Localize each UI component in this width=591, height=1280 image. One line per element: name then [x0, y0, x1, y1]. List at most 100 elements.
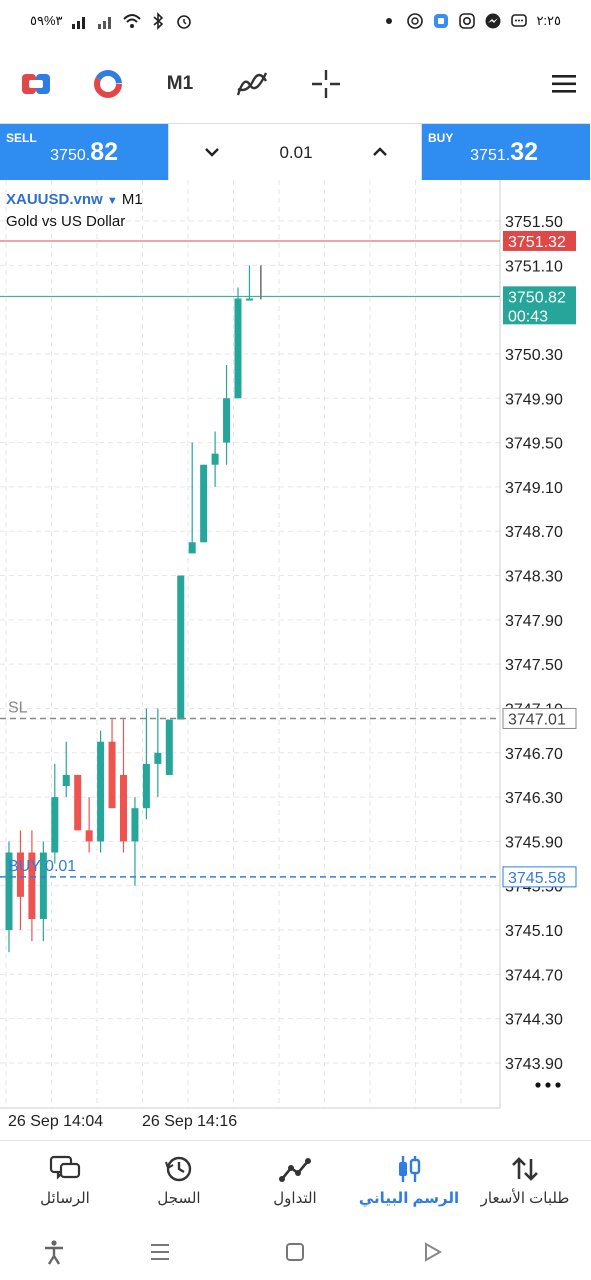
- chevron-down-icon: [205, 148, 219, 157]
- buy-label: BUY: [428, 131, 454, 145]
- price-chart[interactable]: 3751.50 3751.10 3750.30 3749.90 3749.50 3749.…: [0, 180, 591, 1135]
- quotes-icon: [512, 1157, 538, 1181]
- menu-icon: [552, 75, 576, 93]
- candle-bear: [74, 774, 82, 831]
- price-tick-label: 3746.70: [505, 746, 563, 763]
- ask-price-tag: [503, 230, 576, 251]
- candle-bear: [28, 852, 36, 919]
- status-bar: ٣%٥٩ ٢:٢٥: [0, 0, 591, 44]
- one-click-trading-button[interactable]: [18, 66, 54, 102]
- menu-button[interactable]: [547, 66, 581, 102]
- indicators-button[interactable]: [234, 66, 270, 102]
- candle-bear: [85, 830, 93, 842]
- price-tick-label: 3744.30: [505, 1012, 563, 1029]
- nav-trade[interactable]: التداول: [236, 1149, 354, 1213]
- sell-label: SELL: [6, 131, 37, 145]
- sell-price: 3750.82: [50, 138, 118, 166]
- messenger-icon: [485, 13, 501, 29]
- candle-bear: [108, 741, 116, 809]
- clock-text: ٢:٢٥: [536, 13, 561, 28]
- candle-bull: [177, 575, 185, 720]
- chart-type-button[interactable]: [90, 66, 126, 102]
- signal-icon: [71, 17, 85, 29]
- price-tick-label: 3749.10: [505, 480, 563, 497]
- candle-bull: [223, 398, 231, 443]
- one-click-trading-icon: [22, 74, 50, 94]
- chevron-up-icon: [373, 147, 387, 156]
- price-tick-label: 3750.30: [505, 347, 563, 364]
- candle-bull: [97, 741, 105, 842]
- nav-history[interactable]: السجل: [120, 1149, 238, 1213]
- timeframe-button[interactable]: M1: [160, 66, 200, 102]
- crosshair-button[interactable]: [308, 66, 344, 102]
- candle-bull: [245, 298, 253, 301]
- sell-button[interactable]: SELL 3750.82: [0, 124, 168, 180]
- candle-bear: [16, 852, 24, 897]
- chat-app-icon: [511, 14, 528, 27]
- candle-bull: [62, 774, 70, 787]
- symbol-timeframe: M1: [121, 191, 143, 208]
- symbol-dropdown-icon[interactable]: ▼: [106, 195, 118, 207]
- chart-canvas[interactable]: 3751.50 3751.10 3750.30 3749.90 3749.50 3749.…: [0, 180, 591, 1135]
- time-axis-label: 26 Sep 14:16: [142, 1113, 237, 1130]
- status-left: ٣%٥٩: [30, 12, 193, 30]
- candle-bull: [39, 852, 47, 919]
- candle-bull: [211, 453, 219, 465]
- recent-apps-button[interactable]: [146, 1238, 174, 1266]
- back-icon: [425, 1242, 443, 1262]
- signal-icon-2: [97, 17, 111, 29]
- bottom-navigation: الرسائل السجل التداول الرسم البياني طلبا…: [0, 1140, 591, 1220]
- price-tick-label: 3744.70: [505, 967, 563, 984]
- price-tick-label: 3748.30: [505, 569, 563, 586]
- candle-bull: [200, 464, 208, 543]
- price-tick-label: 3745.90: [505, 834, 563, 851]
- symbol-header: XAUUSD.vnw ▼ M1: [6, 191, 143, 208]
- candle-bull: [234, 298, 242, 399]
- buy-button[interactable]: BUY 3751.32: [422, 124, 590, 180]
- candle-bull: [188, 542, 196, 554]
- symbol-name[interactable]: XAUUSD.vnw: [6, 191, 103, 208]
- accessibility-button[interactable]: [40, 1238, 68, 1266]
- bid-price-label: 3750.82: [508, 289, 566, 306]
- nav-quotes[interactable]: طلبات الأسعار: [466, 1149, 584, 1213]
- alarm-icon: [176, 15, 191, 29]
- candle-bull: [165, 719, 173, 775]
- price-tick-label: 3749.90: [505, 391, 563, 408]
- more-options-dot: [545, 1082, 551, 1088]
- nav-chart[interactable]: الرسم البياني: [350, 1149, 468, 1213]
- candle-bull: [5, 852, 13, 931]
- crosshair-icon: [312, 70, 340, 98]
- battery-text: ٣%٥٩: [30, 13, 63, 28]
- wifi-icon: [122, 14, 141, 28]
- price-tick-label: 3745.10: [505, 923, 563, 940]
- home-button[interactable]: [281, 1238, 309, 1266]
- lot-decrease-button[interactable]: [201, 141, 223, 163]
- price-tick-label: 3746.30: [505, 790, 563, 807]
- price-tick-label: 3751.10: [505, 258, 563, 275]
- indicators-icon: [236, 72, 268, 96]
- candle-bull: [142, 763, 150, 809]
- one-click-trade-panel: SELL 3750.82 0.01 BUY 3751.32: [0, 123, 591, 180]
- system-navigation: [0, 1224, 591, 1280]
- timeframe-label: M1: [166, 73, 194, 94]
- status-right: ٢:٢٥: [380, 12, 561, 30]
- trade-icon: [279, 1158, 311, 1182]
- stop-loss-price-tag: [502, 707, 577, 729]
- app-icon: [434, 14, 449, 28]
- candle-bull: [51, 797, 59, 853]
- nav-quotes-label: طلبات الأسعار: [480, 1190, 570, 1207]
- history-icon: [165, 1156, 192, 1182]
- lot-size-value[interactable]: 0.01: [279, 143, 313, 162]
- more-options-dot: [555, 1082, 561, 1088]
- price-tick-label: 3748.70: [505, 524, 563, 541]
- symbol-description: Gold vs US Dollar: [6, 213, 126, 230]
- price-tick-label: 3747.50: [505, 657, 563, 674]
- lot-increase-button[interactable]: [369, 141, 391, 163]
- candle-bull: [131, 808, 139, 842]
- instagram-icon: [459, 13, 476, 29]
- nav-messages[interactable]: الرسائل: [6, 1149, 124, 1213]
- messages-icon: [49, 1155, 81, 1180]
- back-button[interactable]: [419, 1238, 447, 1266]
- nav-chart-label: الرسم البياني: [358, 1190, 460, 1207]
- accessibility-icon: [51, 1240, 57, 1246]
